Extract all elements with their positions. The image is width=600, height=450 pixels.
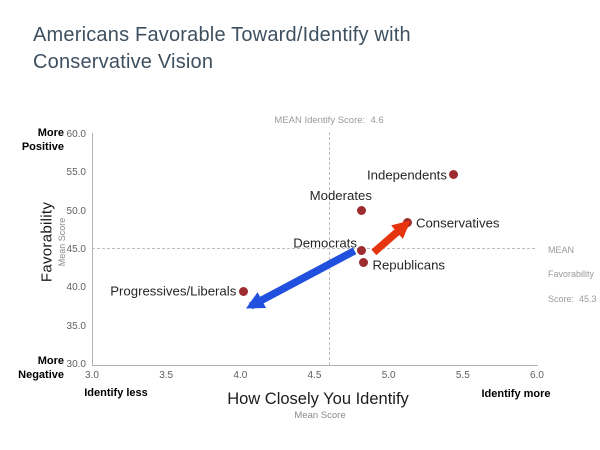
plot-area bbox=[92, 133, 538, 366]
data-point-label: Republicans bbox=[372, 257, 446, 273]
x-tick-label: 5.0 bbox=[381, 370, 396, 381]
data-point-label: Moderates bbox=[309, 188, 372, 204]
data-point bbox=[238, 286, 248, 296]
x-tick-label: 5.5 bbox=[455, 370, 470, 381]
identify-less-label: Identify less bbox=[84, 387, 148, 399]
x-tick-label: 6.0 bbox=[530, 370, 544, 381]
x-tick-label: 4.5 bbox=[307, 370, 322, 381]
y-tick-label: 40.0 bbox=[66, 282, 86, 294]
data-point bbox=[357, 246, 367, 256]
mean-favorability-score-label: MEAN Favorability Score: 45.3 bbox=[538, 232, 597, 317]
x-tick-label: 3.5 bbox=[159, 370, 174, 381]
mean-fav-line1: MEAN bbox=[548, 245, 575, 256]
data-point-label: Progressives/Liberals bbox=[110, 283, 237, 299]
chart-title: Americans Favorable Toward/Identify with… bbox=[33, 24, 411, 73]
more-negative-label: More Negative bbox=[8, 355, 64, 383]
mean-identify-score-label: MEAN Identify Score: 4.6 bbox=[274, 115, 384, 126]
y-tick-label: 30.0 bbox=[66, 359, 86, 370]
more-negative-line1: More bbox=[37, 355, 64, 367]
more-positive-line1: More bbox=[37, 127, 64, 139]
x-tick-label: 4.0 bbox=[233, 370, 248, 381]
shift-toward-conservatives-arrow bbox=[371, 220, 411, 256]
data-point-label: Independents bbox=[366, 167, 447, 183]
data-point bbox=[358, 257, 368, 267]
mean-fav-line3: Score: 45.3 bbox=[548, 293, 597, 304]
x-tick-label: 3.0 bbox=[85, 370, 99, 381]
y-tick-label: 50.0 bbox=[66, 205, 86, 217]
x-axis-subtitle: Mean Score bbox=[294, 410, 346, 421]
data-point-label: Democrats bbox=[293, 235, 357, 251]
shift-toward-progressives-arrow bbox=[245, 247, 357, 310]
y-tick-label: 55.0 bbox=[66, 167, 86, 179]
mean-fav-line2: Favorability bbox=[548, 269, 595, 280]
data-point bbox=[357, 205, 367, 215]
identify-more-label: Identify more bbox=[481, 388, 551, 400]
mean-favorability-line bbox=[92, 247, 535, 249]
y-tick-label: 60.0 bbox=[66, 129, 86, 140]
more-positive-line2: Positive bbox=[21, 140, 64, 153]
y-tick-label: 45.0 bbox=[66, 244, 86, 255]
y-tick-label: 35.0 bbox=[66, 320, 86, 332]
data-point-label: Conservatives bbox=[415, 215, 500, 231]
more-negative-line2: Negative bbox=[18, 368, 64, 381]
more-positive-label: More Positive bbox=[8, 127, 64, 155]
data-point bbox=[449, 170, 459, 180]
x-axis-title: How Closely You Identify bbox=[227, 390, 409, 408]
